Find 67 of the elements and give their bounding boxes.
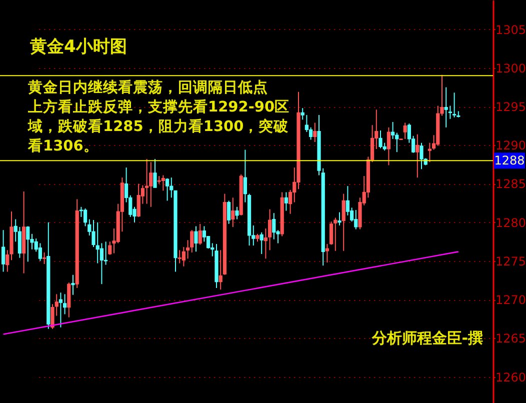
annotation: 看1306。 [27,138,98,154]
ref-line-label: 1288 [494,154,525,168]
candlestick [260,232,264,254]
y-tick-label: 1265 [496,332,526,346]
candlestick [235,206,239,220]
annotation: 域，跌破看1285，阻力看1300，突破 [27,117,290,135]
candlestick [378,130,382,149]
candlestick [161,174,165,192]
y-tick-label: 1270 [496,293,526,308]
candlestick [342,193,346,252]
y-tick-label: 1280 [496,216,526,230]
y-tick-label: 1295 [496,100,526,114]
y-tick-label: 1305 [496,22,526,37]
y-tick-label: 1300 [496,61,526,76]
candlestick [218,250,222,290]
candlestick [227,200,231,224]
candlestick [231,197,235,228]
candlestick [26,226,30,262]
candlestick [264,228,268,260]
candlestick [58,292,62,328]
candlestick [448,105,452,120]
candlestick [178,250,182,264]
candlestick [18,226,22,258]
candlestick [309,126,313,140]
candlestick [268,208,272,251]
candlestick [194,226,198,252]
y-tick-label: 1260 [496,370,526,384]
candlestick [136,183,140,218]
candlestick [444,86,448,128]
candlestick [284,192,288,212]
annotation: 分析师程金臣-撰 [370,329,483,347]
candlestick [153,158,157,188]
y-tick-label: 1290 [496,138,526,153]
candlestick [391,121,395,140]
candlestick [386,126,390,166]
candlestick [313,122,317,143]
candlestick [38,242,42,262]
candlestick [166,178,170,202]
annotation: 黄金日内继续看震荡，回调隔日低点 [27,79,268,96]
candlestick [416,134,420,178]
candlestick [63,294,67,315]
candlestick [108,241,112,256]
candlestick [198,223,202,246]
candlestick [452,92,456,118]
candlestick [243,149,247,203]
y-tick-label: 1275 [496,254,526,268]
candlestick [182,246,186,267]
candlestick [67,282,71,318]
candlestick [403,122,407,140]
candlestick [104,241,108,266]
annotation: 上方看止跌反弹，支撑先看1292-90区 [27,98,290,116]
text: 黄金4小时图 [29,37,127,57]
candlestick [428,142,432,163]
candlestick [420,142,424,170]
candlestick [145,158,149,204]
candlestick [2,230,6,272]
candlestick [149,162,153,208]
candlestick [71,274,75,296]
candlestick [354,209,358,230]
candlestick [272,212,276,240]
candlestick [100,242,104,285]
candlestick [330,221,334,246]
candlestick [338,212,342,226]
candlestick [334,217,338,252]
y-tick-label: 1285 [496,177,526,192]
candlestick [42,252,46,265]
candlestick [304,114,308,133]
